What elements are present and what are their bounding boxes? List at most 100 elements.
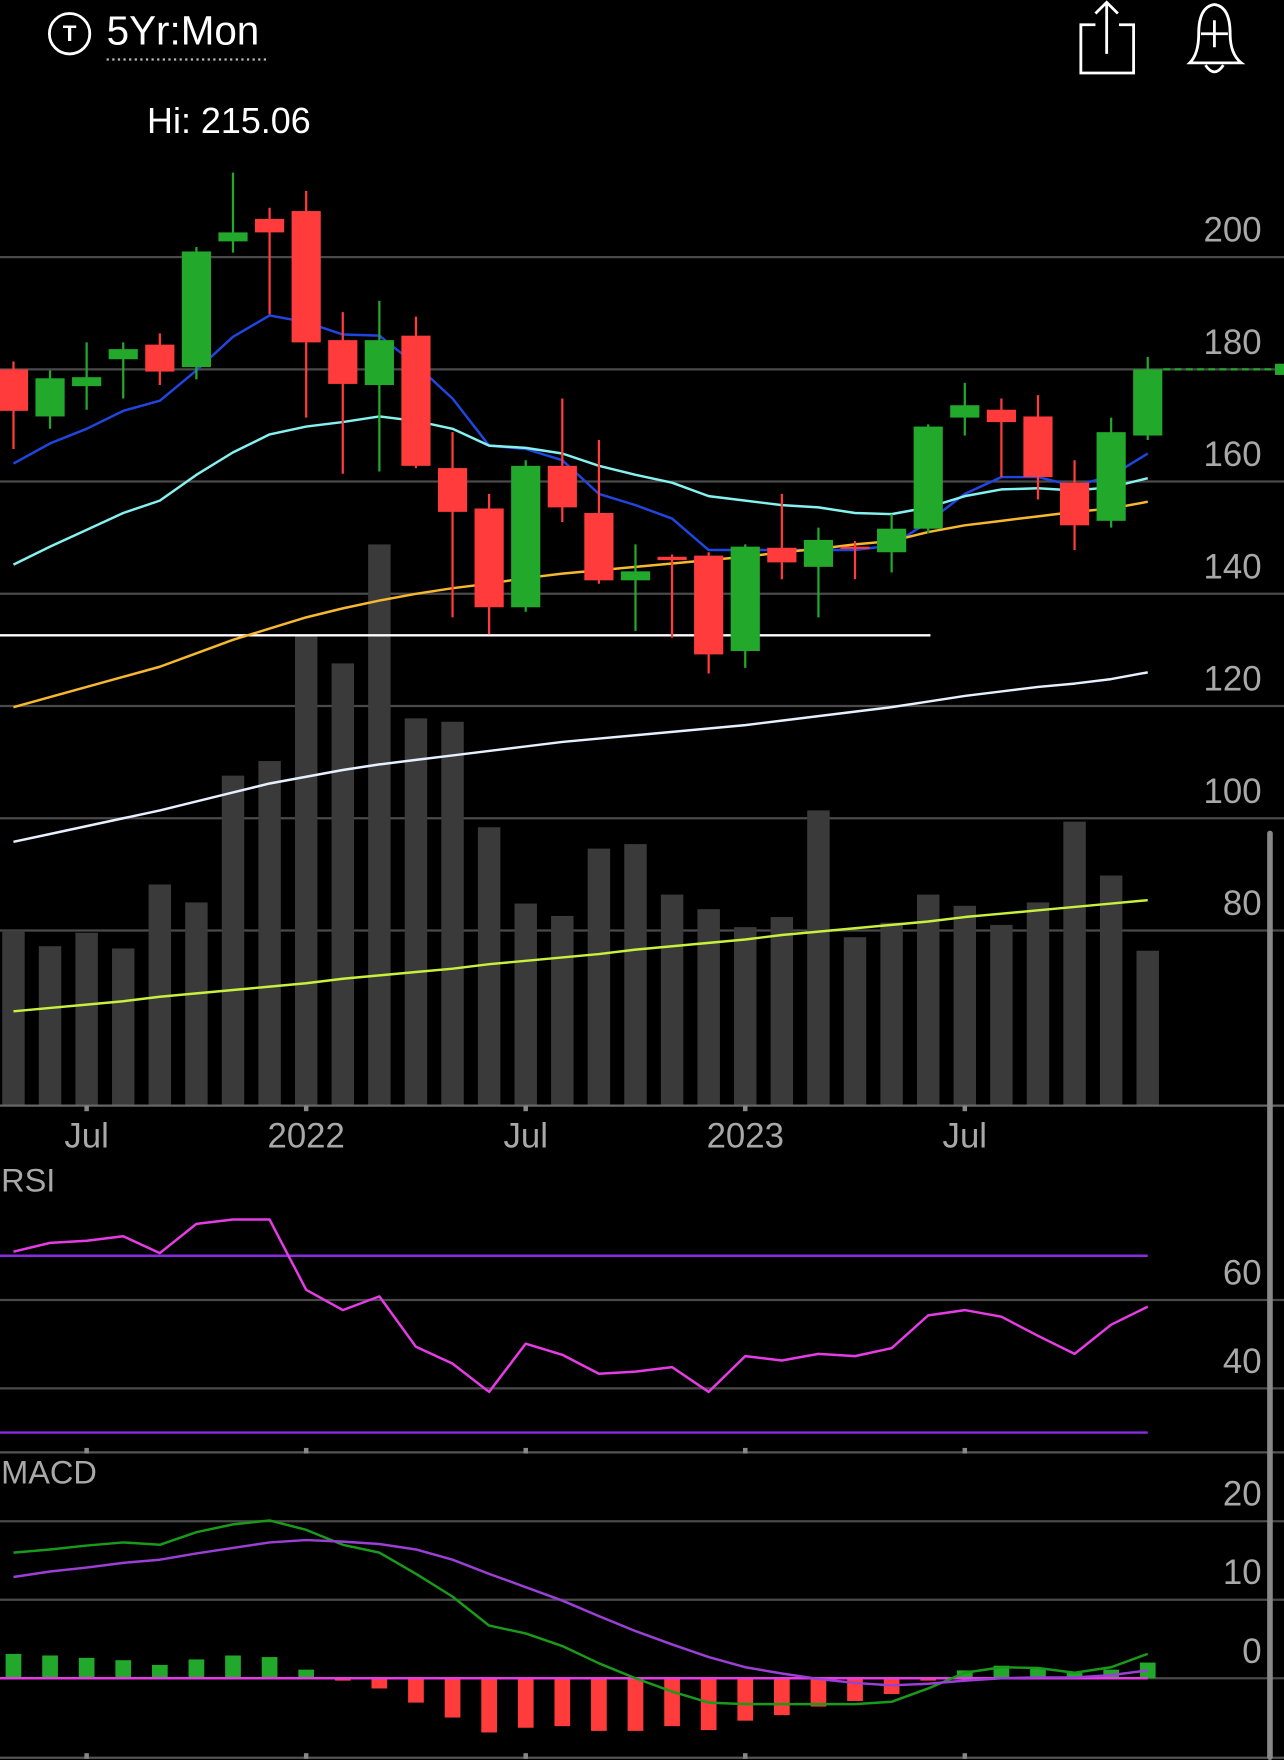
volume-bar bbox=[734, 927, 757, 1106]
y-tick-label: 40 bbox=[1223, 1343, 1262, 1381]
candle-body bbox=[767, 547, 797, 563]
alert-button[interactable] bbox=[1186, 3, 1246, 74]
volume-bar bbox=[770, 917, 794, 1106]
histogram-bar bbox=[956, 1670, 973, 1679]
period-selector[interactable]: T 5Yr:Mon bbox=[47, 7, 268, 61]
volume-bar bbox=[441, 721, 464, 1106]
histogram-bar bbox=[5, 1653, 22, 1679]
candle-body bbox=[35, 378, 65, 417]
histogram-bar bbox=[151, 1664, 168, 1679]
candle-body bbox=[328, 340, 358, 384]
candle-body bbox=[291, 211, 321, 343]
x-tick-label: 2022 bbox=[267, 1117, 344, 1155]
volume-bar bbox=[880, 922, 903, 1106]
histogram-bar bbox=[444, 1678, 461, 1718]
candle-body bbox=[1059, 482, 1090, 526]
bell-clapper bbox=[1204, 64, 1225, 74]
volume-bar bbox=[368, 544, 391, 1106]
volume-bar bbox=[551, 915, 574, 1106]
candle-body bbox=[913, 426, 943, 529]
histogram-bar bbox=[664, 1678, 680, 1727]
y-tick-label: 10 bbox=[1223, 1554, 1262, 1592]
volume-bar bbox=[294, 636, 318, 1106]
y-tick-label: 80 bbox=[1223, 885, 1262, 923]
candle-body bbox=[584, 512, 614, 581]
y-tick-label: 160 bbox=[1204, 436, 1262, 474]
candle-body bbox=[437, 468, 468, 512]
volume-bar bbox=[404, 718, 428, 1106]
histogram-bar bbox=[773, 1678, 790, 1716]
y-tick-label: 0 bbox=[1242, 1633, 1261, 1671]
high-label: Hi: 215.06 bbox=[147, 100, 311, 141]
y-tick-label: 20 bbox=[1223, 1476, 1262, 1514]
candle-body bbox=[547, 465, 577, 508]
volume-bar bbox=[258, 761, 281, 1106]
candle-body bbox=[364, 340, 394, 386]
y-tick-label: 180 bbox=[1204, 324, 1262, 362]
volume-bar bbox=[75, 932, 98, 1106]
histogram-bar bbox=[42, 1655, 58, 1679]
share-button[interactable] bbox=[1079, 0, 1136, 75]
histogram-bar bbox=[408, 1678, 424, 1703]
candle-body bbox=[694, 555, 724, 655]
histogram-bar bbox=[371, 1678, 388, 1689]
volume-bar bbox=[953, 905, 977, 1106]
moving-average-line bbox=[12, 415, 1149, 566]
candle-body bbox=[218, 232, 248, 242]
histogram-bar bbox=[517, 1678, 534, 1728]
y-tick-label: 200 bbox=[1204, 212, 1262, 250]
symbol-icon bbox=[47, 12, 92, 56]
histogram-bar bbox=[1030, 1668, 1046, 1679]
x-tick-label: 2023 bbox=[707, 1117, 784, 1155]
candle-body bbox=[730, 546, 760, 652]
histogram-bar bbox=[554, 1678, 571, 1727]
moving-average-line bbox=[13, 671, 1148, 844]
histogram-bar bbox=[627, 1678, 644, 1731]
candle-body bbox=[840, 546, 870, 549]
volume-bar bbox=[221, 775, 245, 1106]
volume-bar bbox=[1063, 821, 1086, 1106]
candle-body bbox=[145, 344, 175, 372]
histogram-bar bbox=[1066, 1672, 1083, 1679]
x-tick-label: Jul bbox=[64, 1117, 108, 1155]
candle-body bbox=[950, 405, 980, 418]
histogram-bar bbox=[115, 1660, 132, 1679]
histogram-bar bbox=[591, 1678, 607, 1731]
histogram-bar bbox=[261, 1657, 278, 1679]
histogram-bar bbox=[78, 1657, 95, 1679]
volume-bar bbox=[148, 884, 172, 1106]
candle-body bbox=[108, 349, 138, 360]
histogram-bar bbox=[225, 1655, 241, 1679]
volume-bar bbox=[990, 924, 1013, 1106]
volume-bar bbox=[624, 844, 647, 1106]
candle-body bbox=[1133, 369, 1163, 436]
histogram-bar bbox=[737, 1678, 754, 1721]
volume-bar bbox=[1099, 875, 1123, 1106]
candle-body bbox=[986, 409, 1016, 423]
candle-body bbox=[1096, 432, 1126, 521]
volume-bar bbox=[807, 810, 830, 1106]
moving-average-line bbox=[13, 500, 1148, 709]
candle-body bbox=[181, 251, 212, 368]
candle-body bbox=[474, 508, 504, 608]
volume-bar bbox=[697, 909, 720, 1106]
panel-title: MACD bbox=[1, 1454, 97, 1490]
volume-bar bbox=[1136, 950, 1159, 1106]
volume-bar bbox=[185, 902, 208, 1106]
panel-title: RSI bbox=[1, 1163, 55, 1199]
candle-body bbox=[657, 556, 687, 561]
volume-bar bbox=[660, 894, 684, 1106]
histogram-bar bbox=[481, 1678, 497, 1733]
volume-bar bbox=[2, 930, 25, 1106]
y-tick-label: 100 bbox=[1204, 773, 1262, 811]
x-tick-label: Jul bbox=[943, 1117, 987, 1155]
period-label[interactable]: 5Yr:Mon bbox=[107, 7, 260, 53]
x-tick-label: Jul bbox=[503, 1117, 547, 1155]
volume-bar bbox=[514, 903, 537, 1106]
y-tick-label: 120 bbox=[1204, 661, 1262, 699]
scrollbar[interactable] bbox=[1267, 830, 1273, 1760]
indicator-line bbox=[13, 1538, 1148, 1687]
volume-bar bbox=[331, 663, 354, 1106]
